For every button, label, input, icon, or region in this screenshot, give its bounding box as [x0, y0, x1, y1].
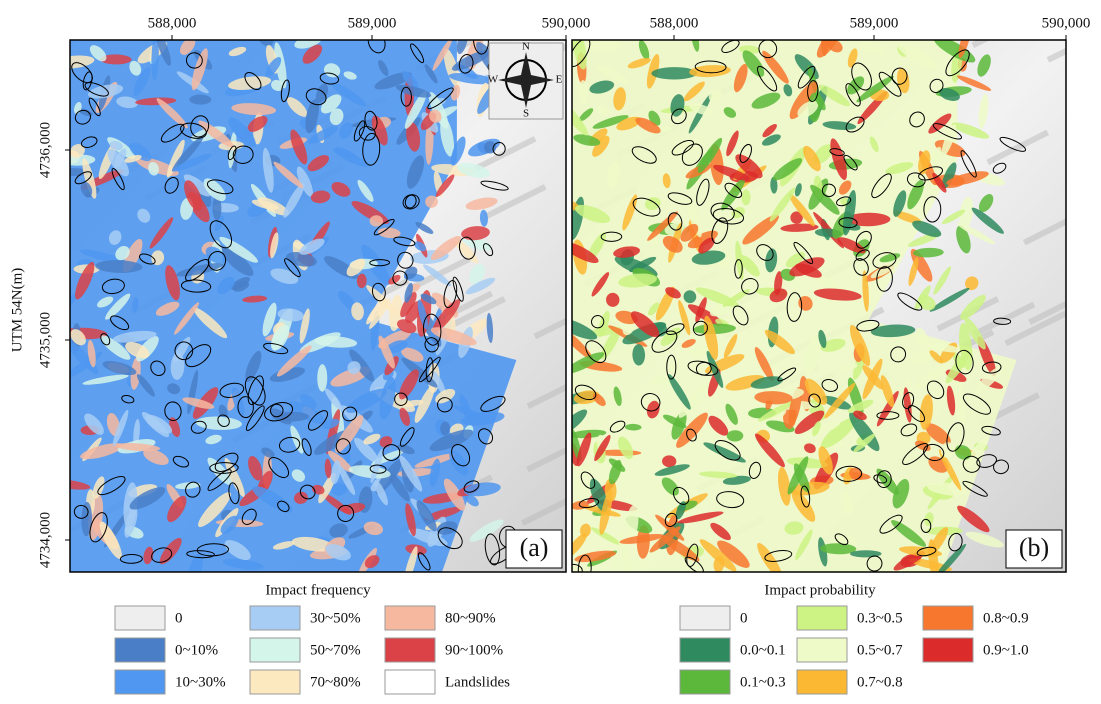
legend-label: 30~50%	[310, 610, 361, 626]
x-tick-label: 588,000	[650, 15, 699, 31]
compass-letter: S	[523, 108, 529, 120]
legend-swatch	[680, 670, 730, 694]
x-tick-label: 590,000	[542, 15, 591, 31]
legend-label: 0.3~0.5	[857, 610, 903, 626]
legend-swatch	[250, 606, 300, 630]
legend-label: 0~10%	[175, 642, 218, 658]
legend-label: 0.0~0.1	[740, 642, 786, 658]
x-tick-label: 590,000	[1042, 15, 1091, 31]
legend-swatch	[115, 670, 165, 694]
legend-swatch	[797, 606, 847, 630]
legend-swatch	[115, 638, 165, 662]
compass-letter: W	[488, 74, 499, 86]
x-tick-label: 589,000	[348, 15, 397, 31]
legend-label: 0.8~0.9	[983, 610, 1029, 626]
y-axis-label: UTM 54N(m)	[9, 268, 25, 353]
legend-label: 0.9~1.0	[983, 642, 1029, 658]
y-tick-label: 4736,000	[37, 122, 53, 178]
compass-letter: E	[556, 74, 563, 86]
legend-swatch	[385, 638, 435, 662]
panel-label: (b)	[1019, 533, 1049, 562]
legend-label: 80~90%	[445, 610, 496, 626]
legend-swatch	[385, 670, 435, 694]
legend-swatch	[115, 606, 165, 630]
legend-label: 0	[740, 610, 748, 626]
legend-swatch	[250, 638, 300, 662]
legend-title: Impact probability	[764, 582, 876, 598]
legend-swatch	[385, 606, 435, 630]
legend-label: 10~30%	[175, 674, 226, 690]
legend-swatch	[923, 638, 973, 662]
figure: UTM 54N(m) 588,000 589,000 590,000 (a) 588,0…	[0, 0, 1101, 699]
compass-letter: N	[522, 41, 530, 53]
legend-label: 0	[175, 610, 183, 626]
legend-swatch	[680, 606, 730, 630]
legend-label: Landslides	[445, 674, 510, 690]
map-panel	[553, 15, 1101, 582]
legend-label: 0.1~0.3	[740, 674, 786, 690]
legend-label: 90~100%	[445, 642, 503, 658]
y-tick-label: 4734,000	[37, 512, 53, 568]
x-tick-label: 589,000	[850, 15, 899, 31]
y-tick-label: 4735,000	[37, 312, 53, 368]
legend-label: 50~70%	[310, 642, 361, 658]
x-tick-label: 588,000	[148, 15, 197, 31]
legend-title: Impact frequency	[265, 582, 371, 598]
legend-swatch	[797, 670, 847, 694]
legend-swatch	[250, 670, 300, 694]
legend-swatch	[797, 638, 847, 662]
legend-swatch	[923, 606, 973, 630]
legend-label: 0.5~0.7	[857, 642, 903, 658]
legend-swatch	[680, 638, 730, 662]
panel-label: (a)	[520, 533, 549, 562]
legend-label: 0.7~0.8	[857, 674, 903, 690]
hazard-patch	[484, 141, 496, 153]
legend-label: 70~80%	[310, 674, 361, 690]
